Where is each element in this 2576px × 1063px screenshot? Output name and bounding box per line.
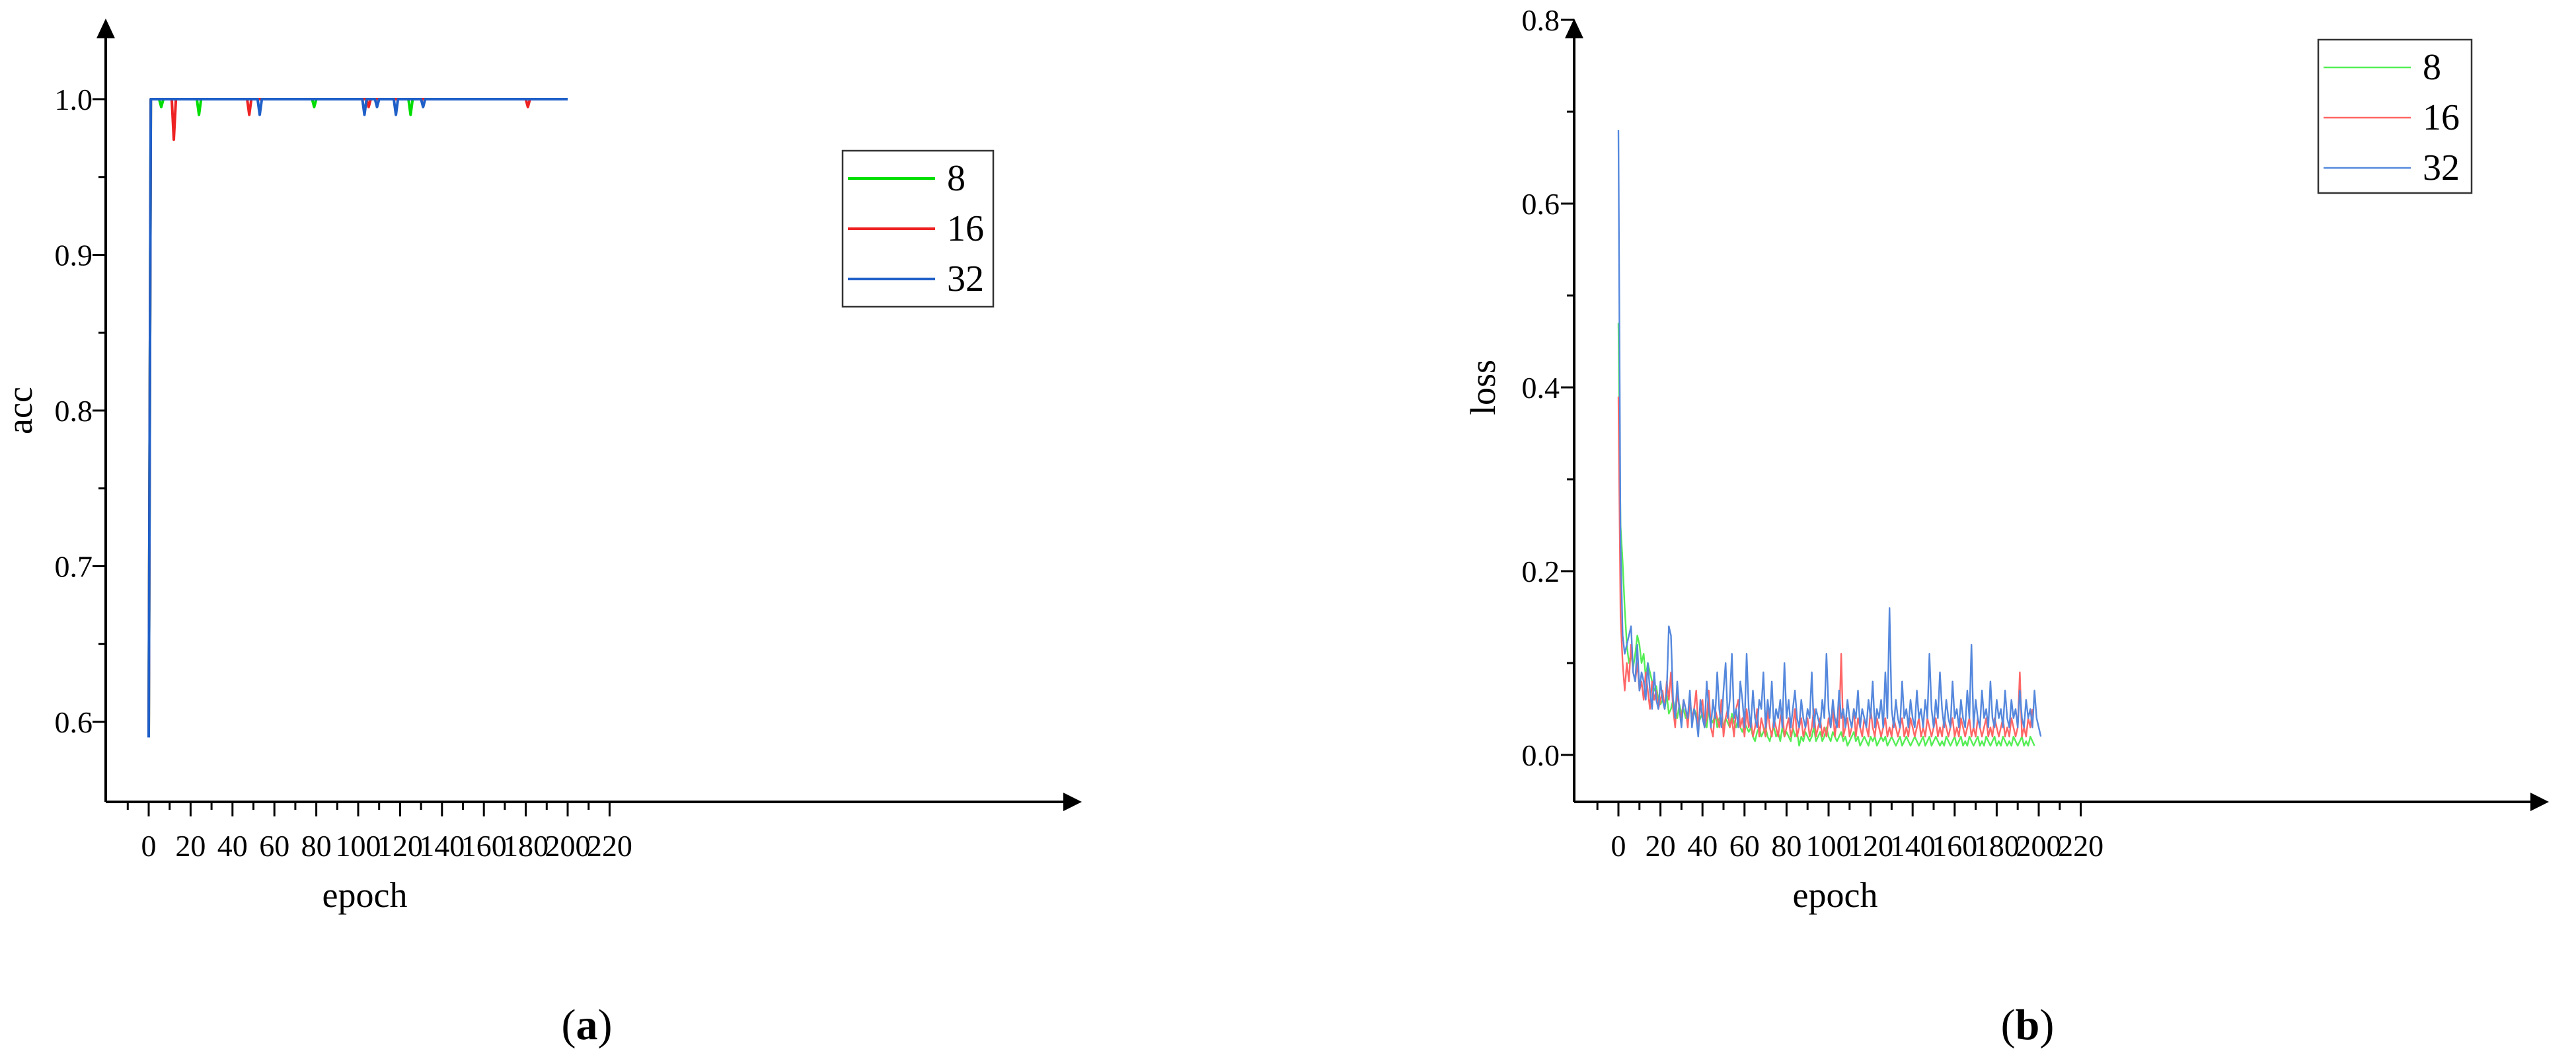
panel-a-series-16-line: [147, 98, 568, 738]
panel-b-series-32-line: [1617, 130, 2042, 738]
panel-a-legend-label-8: 8: [947, 158, 966, 199]
panel-a-x-tick-label: 0: [141, 829, 157, 863]
panel-a-x-tick-label: 200: [545, 829, 591, 863]
panel-b-series-16-line: [1617, 396, 2033, 738]
panel-b-x-tick-label: 160: [1932, 829, 1977, 863]
panel-a-y-tick-label: 0.7: [55, 550, 93, 584]
panel-b-legend-label-32: 32: [2423, 147, 2460, 188]
panel-a-x-tick-label: 140: [419, 829, 465, 863]
panel-b-y-tick-label: 0.6: [1522, 187, 1560, 221]
panel-a-x-tick-label: 220: [587, 829, 632, 863]
panel-a-x-axis-arrow: [1063, 793, 1082, 811]
panel-a-legend-label-16: 16: [947, 208, 984, 249]
panel-a-x-tick-label: 120: [377, 829, 423, 863]
panel-b-y-tick-label: 0.2: [1522, 555, 1560, 588]
panel-b-x-tick-label: 60: [1729, 829, 1760, 863]
panel-b-x-tick-label: 180: [1974, 829, 2020, 863]
panel-a-y-axis-arrow: [96, 19, 115, 38]
panel-b-y-axis-arrow: [1565, 19, 1583, 38]
panel-b-x-tick-label: 220: [2058, 829, 2103, 863]
panel-b-x-tick-label: 100: [1806, 829, 1852, 863]
panel-a-x-tick-label: 20: [175, 829, 206, 863]
panel-a-x-tick-label: 100: [336, 829, 381, 863]
panel-b-y-axis-title: loss: [1463, 360, 1503, 415]
panel-a-legend-label-32: 32: [947, 258, 984, 299]
panel-b-x-tick-label: 80: [1771, 829, 1801, 863]
panel-b-y-tick-label: 0.0: [1522, 738, 1560, 772]
panel-a-y-tick-label: 1.0: [55, 83, 93, 116]
panel-a-caption-label: (a): [562, 1001, 613, 1049]
panel-b-x-tick-label: 120: [1848, 829, 1893, 863]
panel-a-y-axis-title: acc: [0, 387, 40, 434]
panel-b-x-axis-title: epoch: [1793, 875, 1878, 915]
panel-b-x-axis-arrow: [2530, 793, 2549, 811]
panel-a-x-tick-label: 160: [461, 829, 507, 863]
panel-a-x-tick-label: 80: [301, 829, 332, 863]
panel-b-x-tick-label: 140: [1890, 829, 1936, 863]
panel-a-x-axis-title: epoch: [322, 875, 408, 915]
panel-a-y-tick-label: 0.6: [55, 705, 93, 739]
panel-a-series-32-line: [147, 98, 568, 738]
panel-b-x-tick-label: 200: [2016, 829, 2062, 863]
panel-b-y-tick-label: 0.4: [1522, 371, 1560, 405]
panel-b-legend-label-16: 16: [2423, 97, 2460, 138]
panel-a-y-tick-label: 0.9: [55, 239, 93, 272]
panel-b-x-tick-label: 40: [1687, 829, 1718, 863]
panel-b-legend-label-8: 8: [2423, 47, 2441, 88]
panel-a-x-tick-label: 60: [259, 829, 289, 863]
panel-b-x-tick-label: 20: [1646, 829, 1676, 863]
panel-b-y-tick-label: 0.8: [1522, 3, 1560, 37]
panel-a-x-tick-label: 40: [217, 829, 248, 863]
panel-a-series-8-line: [147, 98, 568, 738]
panel-b-caption-label: (b): [2001, 1001, 2055, 1049]
panel-a-x-tick-label: 180: [503, 829, 549, 863]
panel-a-y-tick-label: 0.8: [55, 394, 93, 428]
panel-b-x-tick-label: 0: [1611, 829, 1626, 863]
